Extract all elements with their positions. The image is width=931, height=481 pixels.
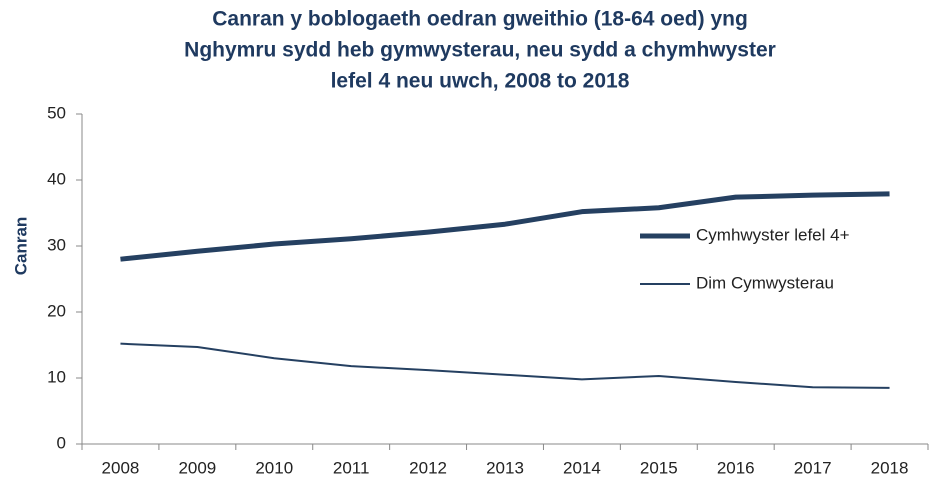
chart-title: Canran y boblogaeth oedran gweithio (18-… bbox=[212, 8, 748, 31]
x-tick-label: 2018 bbox=[871, 458, 909, 477]
x-tick-label: 2011 bbox=[333, 458, 370, 477]
x-tick-label: 2010 bbox=[255, 458, 293, 477]
x-tick-label: 2009 bbox=[178, 458, 216, 477]
y-tick-label: 10 bbox=[47, 367, 66, 386]
y-tick-label: 0 bbox=[57, 433, 66, 452]
x-tick-label: 2015 bbox=[640, 458, 678, 477]
x-tick-label: 2016 bbox=[717, 458, 755, 477]
chart-title: lefel 4 neu uwch, 2008 to 2018 bbox=[331, 70, 630, 93]
y-tick-label: 20 bbox=[47, 301, 66, 320]
y-tick-label: 30 bbox=[47, 235, 66, 254]
x-tick-label: 2014 bbox=[563, 458, 601, 477]
legend-label: Cymhwyster lefel 4+ bbox=[696, 225, 850, 244]
chart-title: Nghymru sydd heb gymwysterau, neu sydd a… bbox=[184, 39, 776, 62]
x-tick-label: 2013 bbox=[486, 458, 524, 477]
y-tick-label: 50 bbox=[47, 103, 66, 122]
y-axis-label: Canran bbox=[11, 217, 30, 276]
legend-label: Dim Cymwysterau bbox=[696, 273, 834, 292]
y-tick-label: 40 bbox=[47, 169, 66, 188]
x-tick-label: 2017 bbox=[794, 458, 832, 477]
line-series bbox=[120, 342, 890, 389]
x-tick-label: 2012 bbox=[409, 458, 447, 477]
x-tick-label: 2008 bbox=[102, 458, 140, 477]
line-series bbox=[120, 191, 890, 262]
